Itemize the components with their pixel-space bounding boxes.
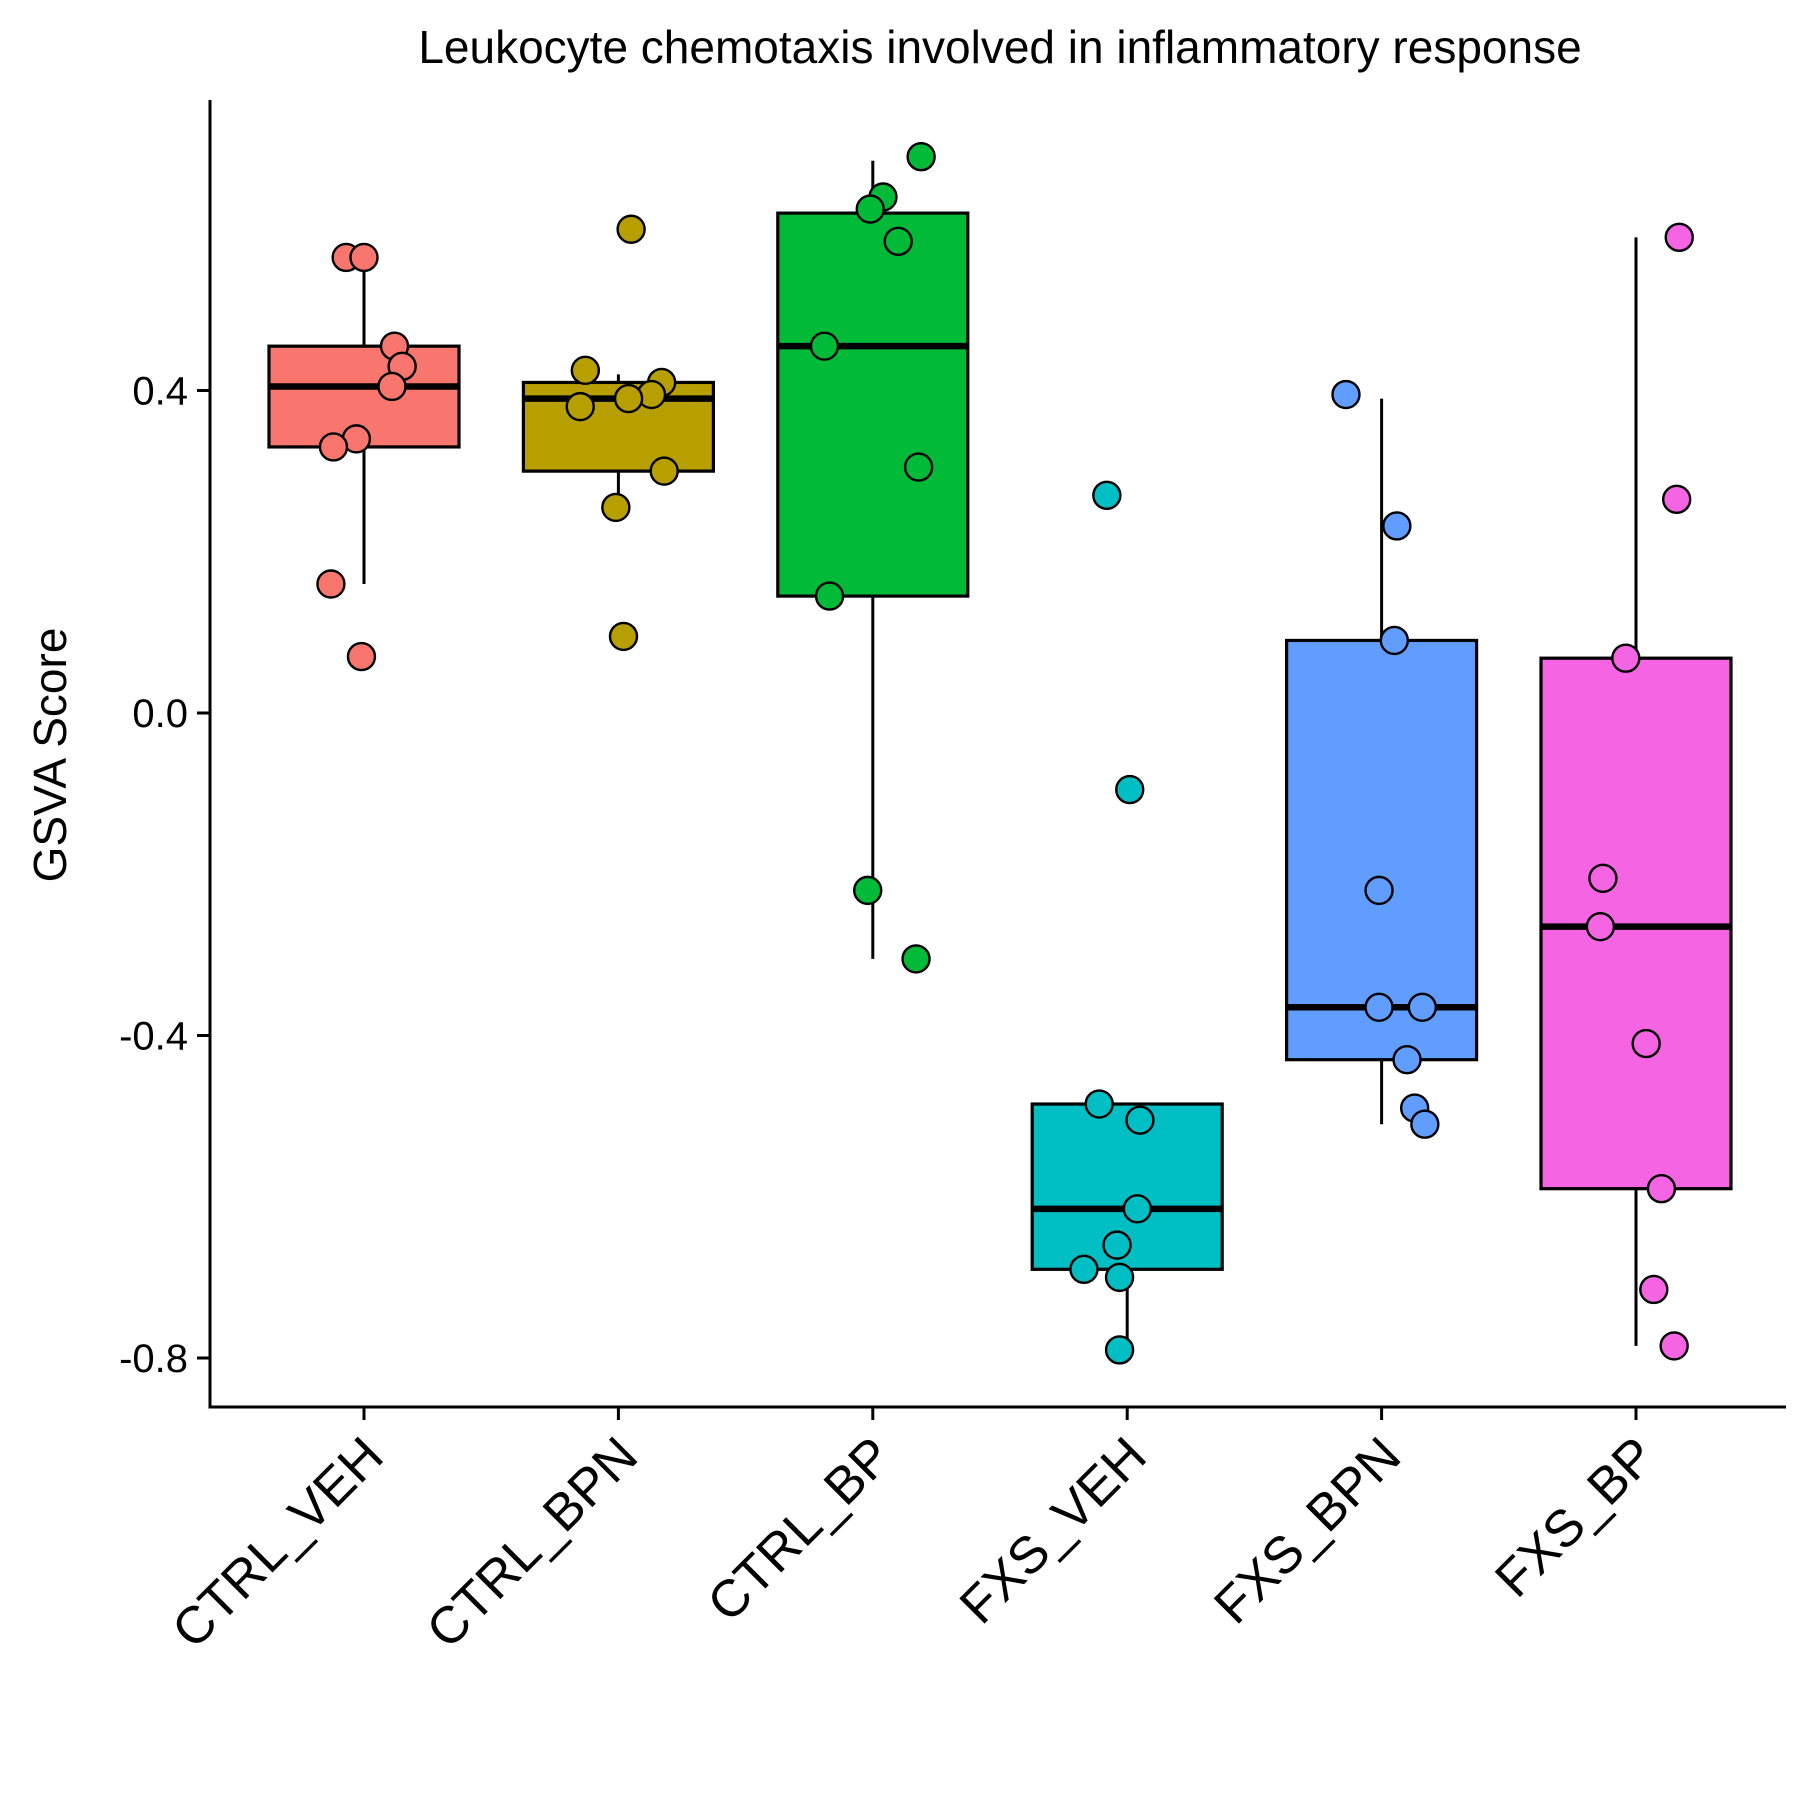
data-point (855, 194, 885, 224)
box-group-fxs-bpn (1284, 379, 1479, 1139)
data-point (1631, 1028, 1661, 1059)
data-point (346, 641, 377, 672)
y-tick-label: -0.8 (119, 1337, 188, 1381)
data-point (1104, 1262, 1135, 1293)
data-point (1588, 863, 1618, 893)
data-point (1125, 1105, 1155, 1135)
y-tick-label: 0.4 (132, 370, 188, 414)
data-point (377, 371, 407, 402)
data-point (814, 581, 845, 611)
data-point (649, 456, 679, 486)
x-tick-label: FXS_BPN (1203, 1426, 1412, 1635)
box-group-ctrl-veh (267, 242, 461, 672)
data-point (903, 452, 934, 482)
box (776, 211, 970, 598)
y-tick-label: -0.4 (119, 1015, 188, 1059)
data-point (349, 242, 379, 273)
data-point (809, 331, 840, 361)
box-group-ctrl-bp (776, 141, 970, 974)
data-point (318, 432, 349, 462)
x-tick-label: CTRL_BPN (416, 1426, 649, 1659)
data-point (1102, 1230, 1132, 1260)
data-point (853, 875, 883, 906)
data-point (570, 355, 601, 386)
data-point (316, 569, 346, 599)
data-point (1364, 992, 1394, 1022)
chart-title: Leukocyte chemotaxis involved in inflamm… (418, 21, 1581, 73)
data-point (1382, 511, 1412, 541)
x-tick-label: CTRL_BP (697, 1426, 904, 1633)
data-point (1639, 1274, 1669, 1305)
x-tick-label: FXS_VEH (949, 1426, 1158, 1635)
data-point (901, 944, 931, 974)
data-point (1331, 379, 1361, 410)
data-point (1379, 625, 1410, 656)
x-tick-label: FXS_BP (1484, 1426, 1666, 1608)
data-point (1122, 1194, 1153, 1224)
data-point (1084, 1089, 1114, 1119)
data-point (1392, 1044, 1422, 1075)
data-point (1407, 992, 1438, 1022)
plot-area (267, 141, 1733, 1365)
data-point (906, 141, 936, 172)
box-group-fxs-veh (1030, 480, 1224, 1365)
data-point (1659, 1331, 1689, 1361)
x-tick-label: CTRL_VEH (161, 1426, 394, 1659)
data-point (1662, 484, 1692, 515)
data-point (601, 492, 631, 523)
data-point (883, 226, 913, 257)
box (1284, 638, 1479, 1062)
data-point (1104, 1335, 1135, 1365)
y-tick-label: 0.0 (132, 692, 188, 736)
data-point (613, 383, 644, 414)
data-point (1611, 643, 1641, 673)
data-point (616, 214, 646, 244)
data-point (1646, 1173, 1677, 1204)
data-point (1092, 480, 1122, 511)
data-point (1664, 222, 1694, 253)
data-point (565, 391, 595, 422)
box-group-ctrl-bpn (521, 214, 716, 652)
data-point (1115, 774, 1145, 805)
data-point (1585, 911, 1616, 942)
data-point (1069, 1254, 1099, 1285)
data-point (1364, 875, 1394, 906)
data-point (1410, 1109, 1440, 1139)
data-point (608, 621, 639, 652)
box-group-fxs-bp (1539, 222, 1733, 1361)
y-axis-label: GSVA Score (24, 628, 76, 883)
